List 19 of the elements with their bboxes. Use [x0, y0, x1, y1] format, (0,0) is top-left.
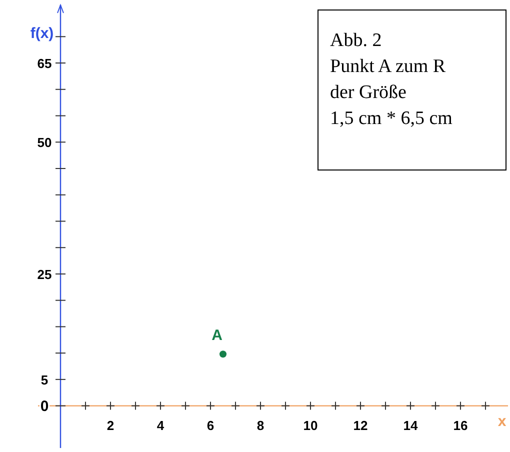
annotation: 1,5 cm * 6,5 cm [330, 108, 453, 129]
annotation: der Größe [330, 82, 406, 103]
y-tick-label: 50 [37, 135, 52, 150]
x-tick-label: 8 [256, 418, 264, 433]
x-tick-label: 14 [403, 418, 418, 433]
y-tick-label: 5 [40, 372, 48, 388]
y-tick-label: 25 [37, 266, 52, 282]
annotation: A [212, 327, 223, 344]
x-tick-label: 16 [453, 418, 468, 433]
x-tick-label: 2 [106, 418, 114, 433]
x-tick-label: 6 [206, 418, 214, 433]
y-tick-label: 65 [37, 56, 52, 72]
y-axis-title: f(x) [30, 25, 54, 42]
x-tick-label: 10 [303, 418, 318, 433]
x-tick-label: 12 [353, 418, 368, 433]
annotation: Abb. 2 [330, 30, 382, 51]
x-axis-title: x [498, 412, 507, 430]
annotation: Punkt A zum R [330, 56, 446, 77]
x-tick-label: 4 [156, 418, 165, 433]
